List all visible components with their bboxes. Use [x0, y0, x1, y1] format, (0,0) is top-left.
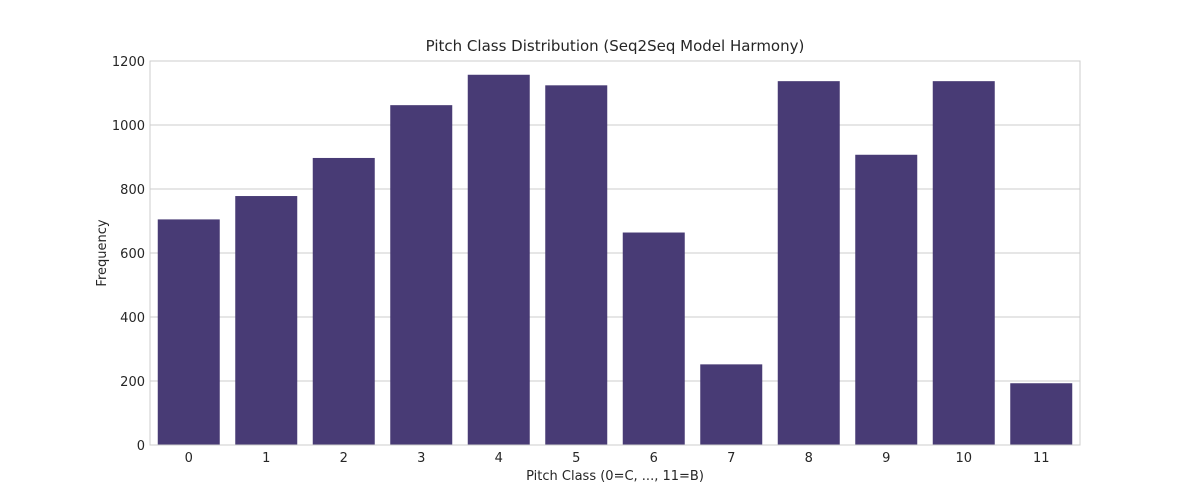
bar-pitch-class-10: [932, 81, 995, 445]
chart-title: Pitch Class Distribution (Seq2Seq Model …: [426, 37, 805, 55]
y-axis-label: Frequency: [95, 219, 110, 286]
bar-pitch-class-9: [855, 154, 918, 445]
x-tick-label: 0: [185, 451, 193, 466]
bar-pitch-class-2: [312, 157, 375, 445]
y-tick-label: 600: [120, 247, 145, 262]
y-tick-label: 1200: [112, 55, 145, 70]
bar-pitch-class-1: [235, 196, 298, 445]
bar-pitch-class-5: [545, 85, 608, 445]
bar-pitch-class-4: [467, 74, 530, 445]
x-tick-label: 8: [805, 451, 813, 466]
x-tick-label: 5: [572, 451, 580, 466]
y-tick-label: 1000: [112, 119, 145, 134]
bar-pitch-class-0: [157, 219, 220, 445]
x-axis-label: Pitch Class (0=C, ..., 11=B): [526, 469, 704, 484]
bar-pitch-class-7: [700, 364, 763, 445]
bar-pitch-class-3: [390, 105, 453, 445]
plot-frame: [149, 60, 1081, 446]
x-tick-label: 10: [955, 451, 972, 466]
x-tick-label: 2: [340, 451, 348, 466]
x-tick-label: 7: [727, 451, 735, 466]
bar-pitch-class-11: [1010, 383, 1073, 445]
x-tick-label: 1: [262, 451, 270, 466]
y-tick-label: 800: [120, 183, 145, 198]
y-tick-label: 0: [137, 439, 145, 454]
x-tick-label: 9: [882, 451, 890, 466]
bar-pitch-class-8: [777, 81, 840, 445]
y-tick-labels: 0 200 400 600 800 1000 1200: [112, 55, 145, 454]
y-tick-label: 400: [120, 311, 145, 326]
y-tick-label: 200: [120, 375, 145, 390]
x-tick-label: 3: [417, 451, 425, 466]
x-tick-label: 6: [650, 451, 658, 466]
bars: [157, 74, 1073, 445]
bar-pitch-class-6: [622, 232, 685, 445]
x-tick-label: 11: [1033, 451, 1050, 466]
x-tick-label: 4: [495, 451, 503, 466]
x-tick-labels: 0 1 2 3 4 5 6 7 8 9 10 11: [185, 451, 1050, 466]
